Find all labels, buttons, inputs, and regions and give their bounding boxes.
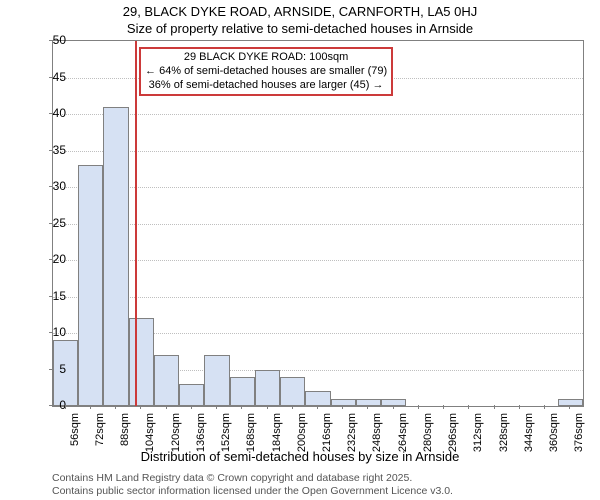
- y-tick-mark: [49, 332, 53, 333]
- y-tick-mark: [49, 369, 53, 370]
- chart-title-1: 29, BLACK DYKE ROAD, ARNSIDE, CARNFORTH,…: [0, 4, 600, 19]
- x-tick-mark: [317, 405, 318, 409]
- x-tick-label: 376sqm: [573, 413, 585, 493]
- x-tick-label: 264sqm: [397, 413, 409, 493]
- x-tick-mark: [342, 405, 343, 409]
- x-tick-mark: [393, 405, 394, 409]
- x-tick-mark: [494, 405, 495, 409]
- histogram-bar: [103, 107, 128, 406]
- gridline: [53, 224, 583, 225]
- x-tick-label: 344sqm: [523, 413, 535, 493]
- x-tick-mark: [140, 405, 141, 409]
- annotation-line: ← 64% of semi-detached houses are smalle…: [145, 65, 387, 79]
- y-tick-mark: [49, 405, 53, 406]
- histogram-bar: [78, 165, 103, 406]
- x-tick-mark: [90, 405, 91, 409]
- x-tick-label: 104sqm: [144, 413, 156, 493]
- gridline: [53, 151, 583, 152]
- x-tick-mark: [418, 405, 419, 409]
- x-tick-label: 248sqm: [371, 413, 383, 493]
- histogram-bar: [230, 377, 255, 406]
- histogram-bar: [154, 355, 179, 406]
- annotation-box: 29 BLACK DYKE ROAD: 100sqm← 64% of semi-…: [139, 47, 393, 96]
- y-tick-mark: [49, 259, 53, 260]
- chart-container: 29, BLACK DYKE ROAD, ARNSIDE, CARNFORTH,…: [0, 0, 600, 500]
- histogram-bar: [204, 355, 229, 406]
- y-tick-mark: [49, 186, 53, 187]
- gridline: [53, 114, 583, 115]
- x-tick-label: 72sqm: [94, 413, 106, 493]
- annotation-line: 36% of semi-detached houses are larger (…: [145, 79, 387, 93]
- y-tick-mark: [49, 296, 53, 297]
- x-tick-label: 360sqm: [548, 413, 560, 493]
- x-tick-mark: [115, 405, 116, 409]
- x-tick-label: 200sqm: [296, 413, 308, 493]
- x-tick-mark: [569, 405, 570, 409]
- x-tick-label: 56sqm: [69, 413, 81, 493]
- annotation-line: 29 BLACK DYKE ROAD: 100sqm: [145, 51, 387, 65]
- x-tick-mark: [443, 405, 444, 409]
- gridline: [53, 260, 583, 261]
- y-tick-mark: [49, 223, 53, 224]
- histogram-bar: [255, 370, 280, 407]
- x-tick-mark: [241, 405, 242, 409]
- histogram-bar: [381, 399, 406, 406]
- histogram-bar: [305, 391, 330, 406]
- histogram-bar: [280, 377, 305, 406]
- x-tick-mark: [65, 405, 66, 409]
- x-tick-label: 88sqm: [119, 413, 131, 493]
- x-tick-mark: [544, 405, 545, 409]
- x-tick-label: 328sqm: [498, 413, 510, 493]
- x-tick-label: 120sqm: [170, 413, 182, 493]
- y-tick-mark: [49, 113, 53, 114]
- x-tick-label: 152sqm: [220, 413, 232, 493]
- chart-title-2: Size of property relative to semi-detach…: [0, 21, 600, 36]
- x-tick-label: 136sqm: [195, 413, 207, 493]
- y-tick-mark: [49, 40, 53, 41]
- x-tick-mark: [216, 405, 217, 409]
- marker-line: [135, 41, 137, 406]
- x-tick-mark: [166, 405, 167, 409]
- x-tick-mark: [267, 405, 268, 409]
- x-tick-label: 216sqm: [321, 413, 333, 493]
- plot-area: 29 BLACK DYKE ROAD: 100sqm← 64% of semi-…: [52, 40, 584, 407]
- x-tick-mark: [367, 405, 368, 409]
- x-tick-label: 184sqm: [271, 413, 283, 493]
- y-tick-mark: [49, 77, 53, 78]
- x-tick-mark: [191, 405, 192, 409]
- gridline: [53, 187, 583, 188]
- x-tick-mark: [519, 405, 520, 409]
- gridline: [53, 297, 583, 298]
- x-tick-mark: [468, 405, 469, 409]
- histogram-bar: [179, 384, 204, 406]
- x-tick-mark: [292, 405, 293, 409]
- x-tick-label: 168sqm: [245, 413, 257, 493]
- y-tick-mark: [49, 150, 53, 151]
- x-tick-label: 312sqm: [472, 413, 484, 493]
- x-tick-label: 296sqm: [447, 413, 459, 493]
- x-tick-label: 280sqm: [422, 413, 434, 493]
- x-tick-label: 232sqm: [346, 413, 358, 493]
- histogram-bar: [129, 318, 154, 406]
